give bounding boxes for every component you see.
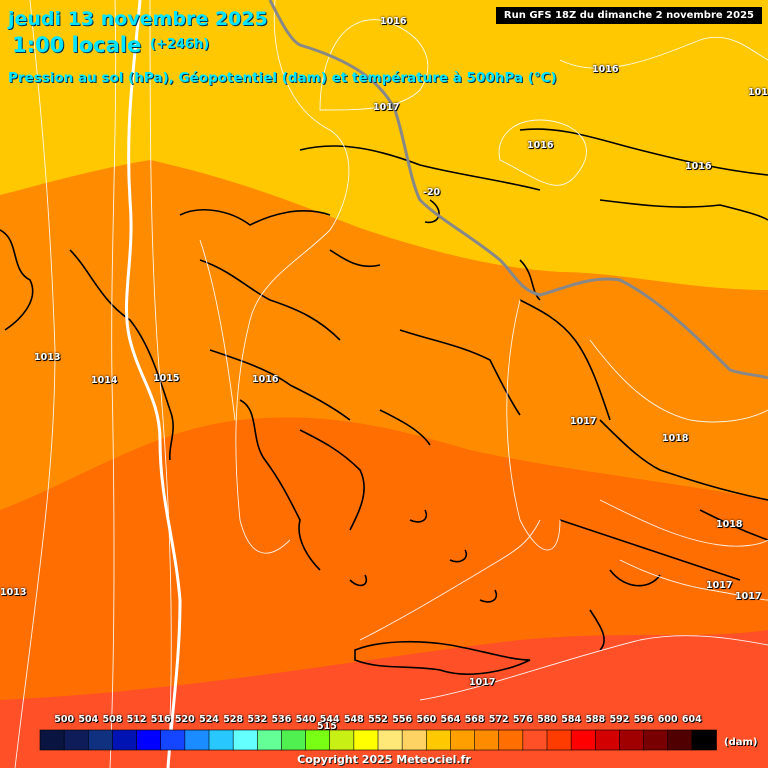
map-subtitle: Pression au sol (hPa), Géopotentiel (dam… [8,70,557,86]
scale-tick-label: 528 [223,714,244,725]
run-info-box: Run GFS 18Z du dimanche 2 novembre 2025 [495,7,762,24]
isobar-label: 1018 [662,433,689,444]
coastlines [0,128,768,675]
scale-tick-label: 536 [271,714,292,725]
scale-tick-label: 592 [609,714,630,725]
isobar-label: 1016 [380,16,407,27]
isobar-label: 1018 [716,519,743,530]
scale-tick-label: 584 [561,714,582,725]
scale-tick-label: 556 [392,714,413,725]
isobar-label: 1017 [570,416,597,427]
isobar-label: 1014 [91,375,118,386]
scale-tick-label: 504 [78,714,99,725]
isotherm-label: -20 [423,187,441,198]
isobar-label: 1015 [153,373,180,384]
scale-tick-label: 548 [343,714,364,725]
isobar-label: 1016 [252,374,279,385]
scale-tick-label: 512 [126,714,147,725]
isobar-label: 101 [748,87,768,98]
scale-tick-label: 568 [464,714,485,725]
scale-tick-label: 552 [368,714,388,725]
isotherm-minus-20 [268,0,768,380]
scale-tick-label: 508 [102,714,123,725]
scale-tick-label: 604 [681,714,702,725]
isobar-label: 515 [317,721,337,732]
isobar-label: 1016 [592,64,619,75]
scale-tick-label: 580 [537,714,557,725]
isobar-label: 1017 [373,102,400,113]
scale-tick-label: 576 [512,714,533,725]
isobar-label: 1017 [469,677,496,688]
scale-tick-label: 500 [54,714,75,725]
geopotential-line [125,0,182,768]
scale-tick-label: 544 [319,714,340,725]
scale-unit: (dam) [724,737,758,748]
forecast-lead-time: (+246h) [150,37,210,52]
scale-tick-label: 524 [199,714,219,725]
band-568 [0,0,768,290]
scale-tick-label: 516 [150,714,171,725]
scale-tick-label: 520 [174,714,195,725]
scale-tick-label: 540 [295,714,316,725]
scale-tick-label: 596 [633,714,654,725]
forecast-hour: 1:00 locale [12,33,142,57]
scale-tick-label: 564 [440,714,461,725]
isobar-label: 1013 [0,587,27,598]
isobar-label: 1017 [706,580,733,591]
forecast-date: jeudi 13 novembre 2025 [8,8,268,30]
scale-tick-label: 600 [657,714,678,725]
scale-tick-label: 572 [488,714,509,725]
scale-tick-label: 588 [585,714,606,725]
isobar-label: 1013 [34,352,61,363]
isobar-label: 1017 [735,591,762,602]
copyright: Copyright 2025 Meteociel.fr [297,753,471,766]
isobars [14,0,768,768]
scale-tick-label: 532 [247,714,268,725]
isobar-label: 1016 [685,161,712,172]
scale-tick-label: 560 [416,714,437,725]
isobar-label: 1016 [527,140,554,151]
